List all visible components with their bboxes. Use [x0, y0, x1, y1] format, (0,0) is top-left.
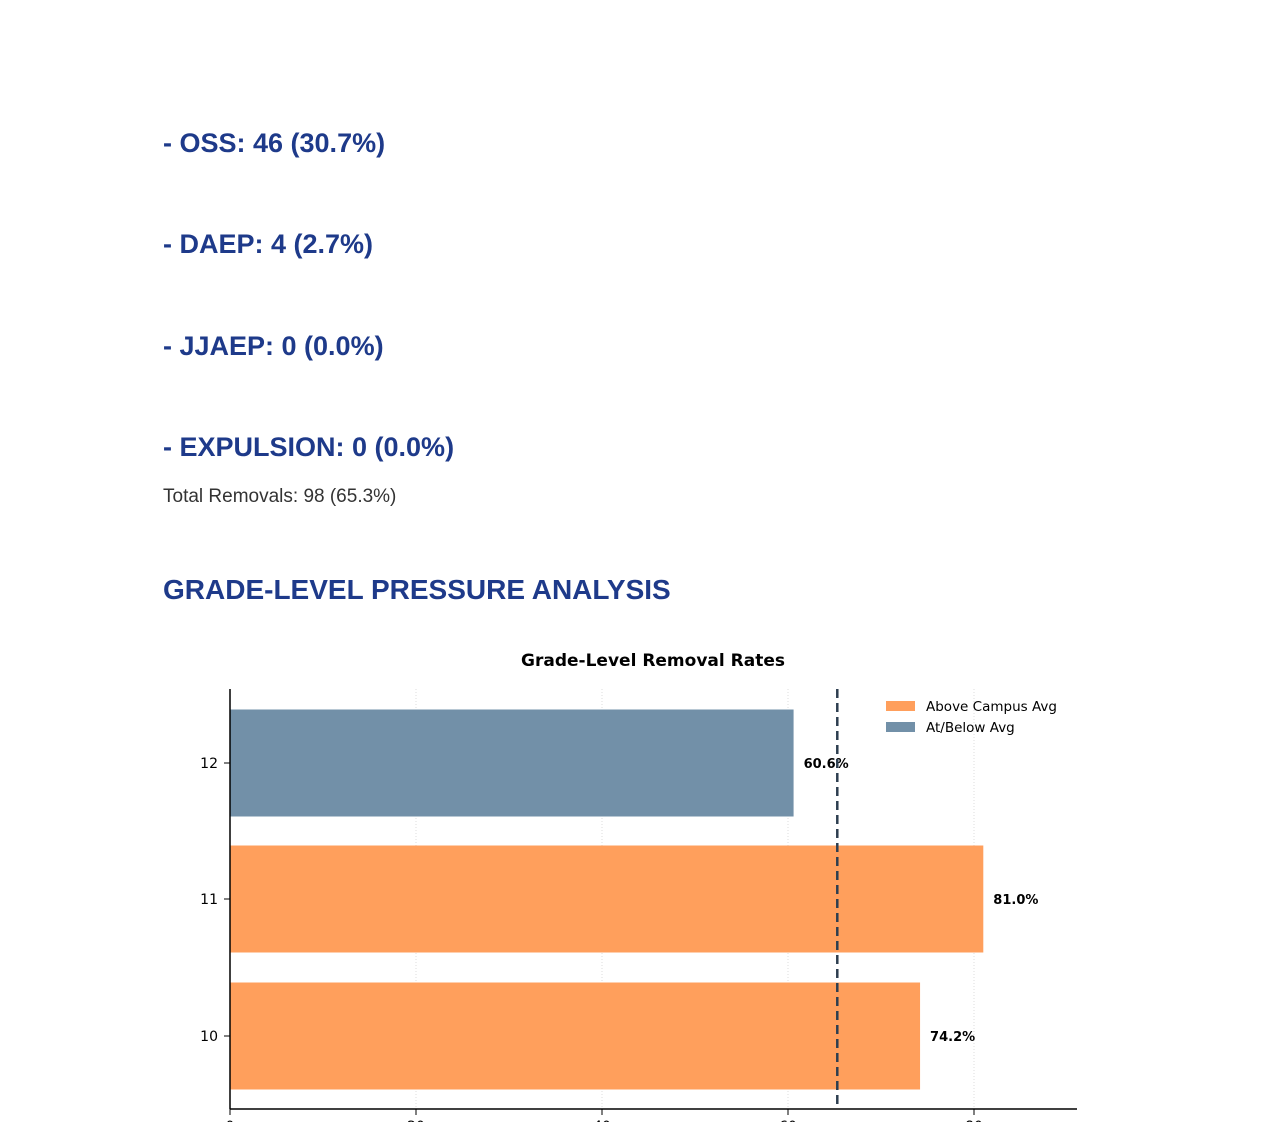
y-tick-label: 12 — [200, 756, 218, 772]
x-tick-label: 60 — [779, 1119, 797, 1122]
removal-jjaep: - JJAEP: 0 (0.0%) — [163, 331, 384, 361]
x-tick-label: 40 — [593, 1119, 611, 1122]
removal-expulsion: - EXPULSION: 0 (0.0%) — [163, 432, 455, 462]
y-tick-label: 11 — [200, 892, 218, 908]
legend-swatch — [886, 722, 915, 732]
legend-label: Above Campus Avg — [926, 699, 1057, 715]
bar-grade-12 — [230, 709, 794, 817]
y-tick-label: 10 — [200, 1029, 218, 1045]
removal-oss: - OSS: 46 (30.7%) — [163, 128, 386, 158]
x-tick-label: 20 — [407, 1119, 425, 1122]
legend-swatch — [886, 701, 915, 711]
section-title: GRADE-LEVEL PRESSURE ANALYSIS — [163, 574, 671, 605]
bar-value-label: 74.2% — [930, 1030, 975, 1045]
removal-daep: - DAEP: 4 (2.7%) — [163, 229, 374, 259]
bar-value-label: 60.6% — [804, 757, 849, 772]
bar-grade-10 — [230, 982, 921, 1090]
x-tick-label: 0 — [226, 1119, 235, 1122]
chart-title: Grade-Level Removal Rates — [521, 651, 785, 671]
bar-grade-11 — [230, 845, 984, 953]
total-removals: Total Removals: 98 (65.3%) — [163, 486, 397, 507]
x-tick-label: 80 — [965, 1119, 983, 1122]
legend-label: At/Below Avg — [926, 720, 1015, 736]
bar-value-label: 81.0% — [993, 893, 1038, 908]
